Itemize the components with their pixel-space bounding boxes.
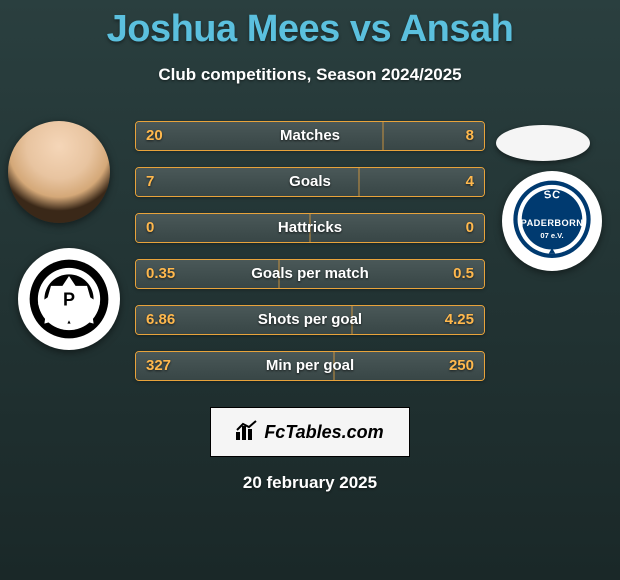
club-badge-left: P (18, 248, 120, 350)
preussen-munster-icon: P (28, 258, 110, 340)
fctables-logo[interactable]: FcTables.com (210, 407, 410, 457)
stat-row-matches: 20 Matches 8 (135, 121, 485, 151)
page-subtitle: Club competitions, Season 2024/2025 (0, 65, 620, 85)
stat-right-value: 8 (466, 122, 474, 150)
chart-icon (236, 420, 258, 445)
stat-row-goals-per-match: 0.35 Goals per match 0.5 (135, 259, 485, 289)
paderborn-icon: SC PADERBORN 07 e.V. (510, 179, 594, 263)
stat-row-shots-per-goal: 6.86 Shots per goal 4.25 (135, 305, 485, 335)
stat-label: Shots per goal (136, 306, 484, 334)
stat-row-min-per-goal: 327 Min per goal 250 (135, 351, 485, 381)
player-photo-right (496, 125, 590, 161)
stat-row-goals: 7 Goals 4 (135, 167, 485, 197)
fctables-text: FcTables.com (264, 422, 383, 443)
stat-label: Min per goal (136, 352, 484, 380)
stat-row-hattricks: 0 Hattricks 0 (135, 213, 485, 243)
svg-text:PADERBORN: PADERBORN (521, 218, 584, 228)
stat-right-value: 4 (466, 168, 474, 196)
stat-right-value: 0.5 (453, 260, 474, 288)
stat-bars: 20 Matches 8 7 Goals 4 0 Hattricks 0 0.3… (135, 121, 485, 397)
stat-label: Goals (136, 168, 484, 196)
comparison-area: P SC PADERBORN 07 e.V. 20 Matches 8 (0, 113, 620, 393)
stat-right-value: 250 (449, 352, 474, 380)
page-title: Joshua Mees vs Ansah (0, 0, 620, 51)
stat-label: Goals per match (136, 260, 484, 288)
stat-right-value: 4.25 (445, 306, 474, 334)
svg-text:07 e.V.: 07 e.V. (540, 231, 563, 240)
club-badge-right: SC PADERBORN 07 e.V. (502, 171, 602, 271)
svg-text:P: P (63, 290, 75, 310)
stat-label: Hattricks (136, 214, 484, 242)
stat-right-value: 0 (466, 214, 474, 242)
footer-date: 20 february 2025 (0, 473, 620, 493)
player-photo-left (8, 121, 110, 223)
stat-label: Matches (136, 122, 484, 150)
